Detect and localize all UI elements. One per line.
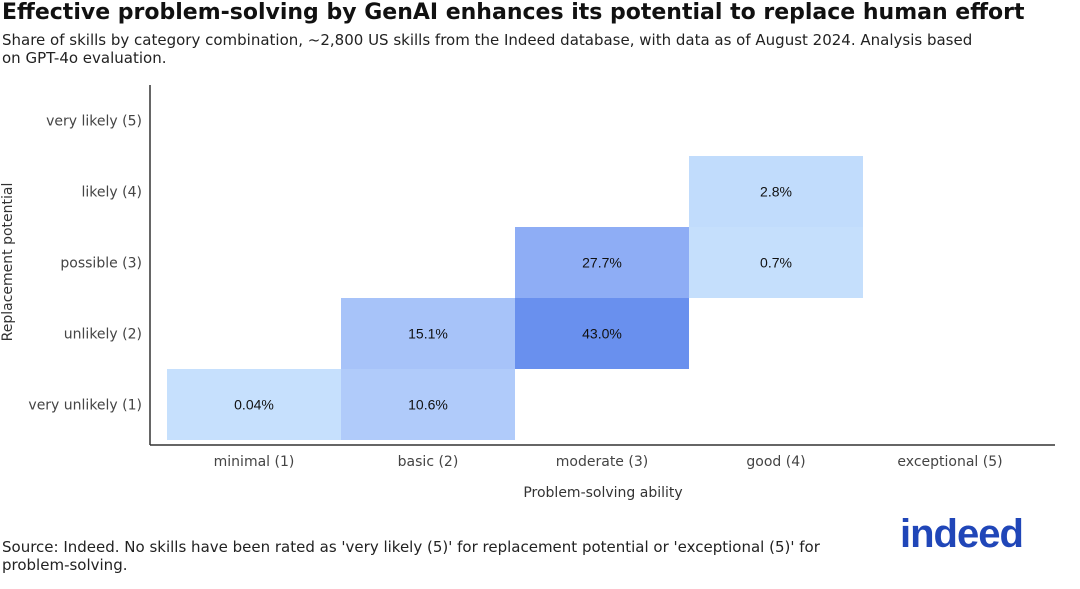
x-tick-label: good (4) <box>746 454 805 470</box>
cell-label: 0.04% <box>234 397 274 413</box>
y-tick-label: unlikely (2) <box>64 327 142 343</box>
heatmap-cell <box>515 298 689 369</box>
x-axis-title: Problem-solving ability <box>523 485 682 501</box>
cell-label: 15.1% <box>408 326 448 342</box>
heatmap-cell <box>341 369 515 440</box>
cell-label: 43.0% <box>582 326 622 342</box>
heatmap-cell <box>689 156 863 227</box>
cell-label: 10.6% <box>408 397 448 413</box>
cell-label: 2.8% <box>760 184 792 200</box>
y-tick-label: likely (4) <box>82 185 142 201</box>
heatmap-cell <box>167 369 341 440</box>
x-tick-label: exceptional (5) <box>897 454 1002 470</box>
y-axis-title: Replacement potential <box>0 183 16 342</box>
cell-label: 27.7% <box>582 255 622 271</box>
y-tick-label: very likely (5) <box>46 114 142 130</box>
x-tick-label: basic (2) <box>398 454 459 470</box>
x-tick-label: minimal (1) <box>214 454 295 470</box>
chart-title: Effective problem-solving by GenAI enhan… <box>2 0 1025 25</box>
y-tick-label: very unlikely (1) <box>28 398 142 414</box>
cell-label: 0.7% <box>760 255 792 271</box>
heatmap-cell <box>341 298 515 369</box>
y-tick-label: possible (3) <box>60 256 142 272</box>
chart-subtitle: Share of skills by category combination,… <box>2 31 973 67</box>
heatmap-cell <box>515 227 689 298</box>
heatmap-cell <box>689 227 863 298</box>
indeed-logo: indeed <box>900 512 1024 556</box>
source-note: Source: Indeed. No skills have been rate… <box>2 538 820 574</box>
x-tick-label: moderate (3) <box>556 454 648 470</box>
